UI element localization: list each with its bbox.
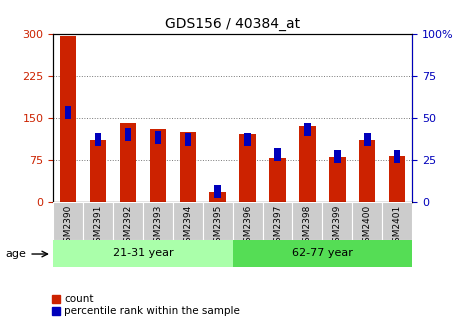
Text: GSM2392: GSM2392	[124, 205, 132, 248]
Bar	[180, 132, 196, 202]
Bar	[263, 202, 293, 240]
Bar	[53, 202, 83, 240]
Bar	[113, 202, 143, 240]
Text: GSM2393: GSM2393	[153, 205, 163, 248]
Bar	[359, 140, 375, 202]
Bar	[299, 126, 316, 202]
Bar	[329, 157, 345, 202]
Bar	[389, 156, 405, 202]
Bar	[95, 133, 101, 146]
Bar	[120, 123, 136, 202]
Text: GSM2398: GSM2398	[303, 205, 312, 248]
Bar	[233, 240, 412, 267]
Bar	[53, 240, 232, 267]
Text: age: age	[6, 249, 26, 259]
Bar	[209, 192, 226, 202]
Bar	[203, 202, 233, 240]
Bar	[233, 202, 263, 240]
Bar	[239, 134, 256, 202]
Bar	[90, 140, 106, 202]
Bar	[185, 133, 191, 146]
Text: GSM2395: GSM2395	[213, 205, 222, 248]
Bar	[382, 202, 412, 240]
Legend: count, percentile rank within the sample: count, percentile rank within the sample	[51, 294, 240, 316]
Bar	[334, 150, 341, 163]
Bar	[364, 133, 370, 146]
Bar	[304, 123, 311, 136]
Bar	[155, 131, 161, 144]
Text: 62-77 year: 62-77 year	[292, 248, 353, 258]
Title: GDS156 / 40384_at: GDS156 / 40384_at	[165, 17, 300, 31]
Bar	[173, 202, 203, 240]
Bar	[83, 202, 113, 240]
Bar	[143, 202, 173, 240]
Bar	[65, 106, 71, 119]
Text: GSM2401: GSM2401	[393, 205, 401, 248]
Text: GSM2390: GSM2390	[64, 205, 73, 248]
Bar	[269, 158, 286, 202]
Bar	[352, 202, 382, 240]
Bar	[293, 202, 322, 240]
Bar	[60, 36, 76, 202]
Bar	[244, 133, 251, 146]
Text: 21-31 year: 21-31 year	[113, 248, 173, 258]
Text: GSM2400: GSM2400	[363, 205, 372, 248]
Text: GSM2396: GSM2396	[243, 205, 252, 248]
Bar	[214, 185, 221, 198]
Text: GSM2394: GSM2394	[183, 205, 192, 248]
Bar	[125, 128, 131, 141]
Bar	[150, 129, 166, 202]
Text: GSM2399: GSM2399	[333, 205, 342, 248]
Bar	[274, 148, 281, 161]
Bar	[322, 202, 352, 240]
Bar	[394, 150, 400, 163]
Text: GSM2391: GSM2391	[94, 205, 103, 248]
Text: GSM2397: GSM2397	[273, 205, 282, 248]
